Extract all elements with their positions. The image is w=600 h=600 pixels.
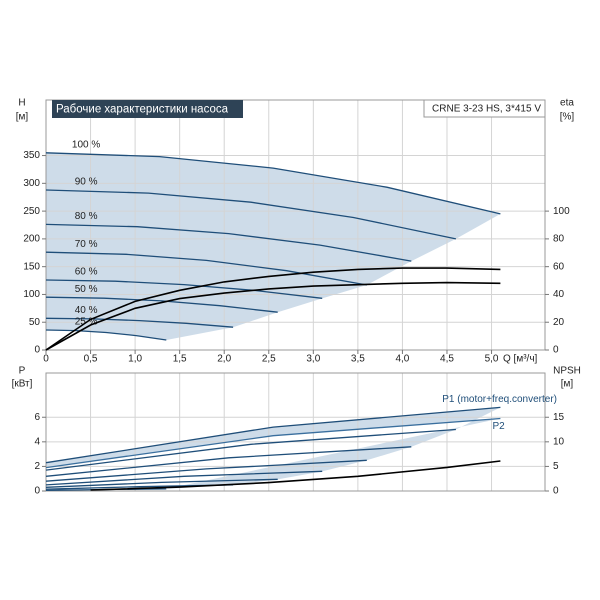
curve xyxy=(45,329,167,341)
y2-tick-label: 10 xyxy=(553,436,565,447)
plot-frame xyxy=(45,372,546,492)
curve-label: 70 % xyxy=(75,239,98,250)
curve xyxy=(45,223,412,262)
y2-axis-unit: [%] xyxy=(560,112,575,123)
y2-tick-label: 0 xyxy=(553,486,559,497)
x-tick-label: 2,0 xyxy=(217,354,231,365)
chart-subtitle: CRNE 3-23 HS, 3*415 V xyxy=(432,104,541,115)
title-box xyxy=(52,100,243,118)
curve xyxy=(45,428,456,471)
curve xyxy=(45,296,278,313)
curve-label: 90 % xyxy=(75,177,98,188)
y2-tick-label: 60 xyxy=(553,261,565,272)
x-tick-label: 2,5 xyxy=(262,354,276,365)
y2-tick-label: 40 xyxy=(553,289,565,300)
operating-range xyxy=(46,152,501,340)
y-tick-label: 50 xyxy=(29,317,41,328)
x-tick-label: 4,0 xyxy=(395,354,409,365)
model-box xyxy=(423,99,546,118)
y2-tick-label: 5 xyxy=(553,461,559,472)
x-tick-label: 5,0 xyxy=(485,354,499,365)
y-tick-label: 4 xyxy=(34,436,40,447)
curve xyxy=(45,478,278,488)
y2-tick-label: 0 xyxy=(553,345,559,356)
y-tick-label: 350 xyxy=(23,150,40,161)
curve xyxy=(45,152,501,215)
curve xyxy=(45,189,457,240)
curve xyxy=(45,251,367,286)
x-tick-label: 1,5 xyxy=(173,354,187,365)
y2-axis-label: NPSH xyxy=(553,366,581,377)
y-tick-label: 0 xyxy=(34,345,40,356)
x-tick-label: 0,5 xyxy=(84,354,98,365)
y2-tick-label: 20 xyxy=(553,317,565,328)
x-tick-label: 3,0 xyxy=(306,354,320,365)
x-tick-label: 4,5 xyxy=(440,354,454,365)
curve xyxy=(45,417,501,469)
curve-label: 50 % xyxy=(75,284,98,295)
curve-label: P1 (motor+freq.converter) xyxy=(442,394,557,405)
curve-label: 80 % xyxy=(75,211,98,222)
x-axis-label: Q [м³/ч] xyxy=(503,354,538,365)
curve-label: 100 % xyxy=(72,139,100,150)
chart-title: Рабочие характеристики насоса xyxy=(56,104,229,116)
y-tick-label: 250 xyxy=(23,206,40,217)
y-tick-label: 2 xyxy=(34,461,40,472)
curve xyxy=(45,279,323,299)
y-tick-label: 200 xyxy=(23,234,40,245)
x-tick-label: 0 xyxy=(43,354,49,365)
curve xyxy=(45,459,367,482)
y-axis-label: H xyxy=(18,98,25,109)
y-tick-label: 0 xyxy=(34,486,40,497)
curve-label: 60 % xyxy=(75,267,98,278)
curve xyxy=(45,470,323,486)
y2-tick-label: 80 xyxy=(553,234,565,245)
curve xyxy=(45,406,501,464)
y-axis-label: P xyxy=(19,366,26,377)
y-tick-label: 150 xyxy=(23,261,40,272)
y-axis-unit: [м] xyxy=(16,112,29,123)
curve-label: P2 xyxy=(492,421,505,432)
secondary-curve xyxy=(45,281,501,351)
y-tick-label: 6 xyxy=(34,412,40,423)
y2-axis-unit: [м] xyxy=(561,379,574,390)
x-tick-label: 3,5 xyxy=(351,354,365,365)
secondary-curve xyxy=(45,267,501,351)
y-axis-unit: [кВт] xyxy=(12,379,33,390)
y-tick-label: 100 xyxy=(23,289,40,300)
curve-label: 40 % xyxy=(75,305,98,316)
y2-tick-label: 100 xyxy=(553,206,570,217)
curve xyxy=(45,317,234,328)
x-tick-label: 1,0 xyxy=(128,354,142,365)
curve xyxy=(45,446,412,477)
secondary-curve xyxy=(90,460,501,491)
y-tick-label: 300 xyxy=(23,178,40,189)
y2-axis-label: eta xyxy=(560,98,574,109)
y2-tick-label: 15 xyxy=(553,412,565,423)
